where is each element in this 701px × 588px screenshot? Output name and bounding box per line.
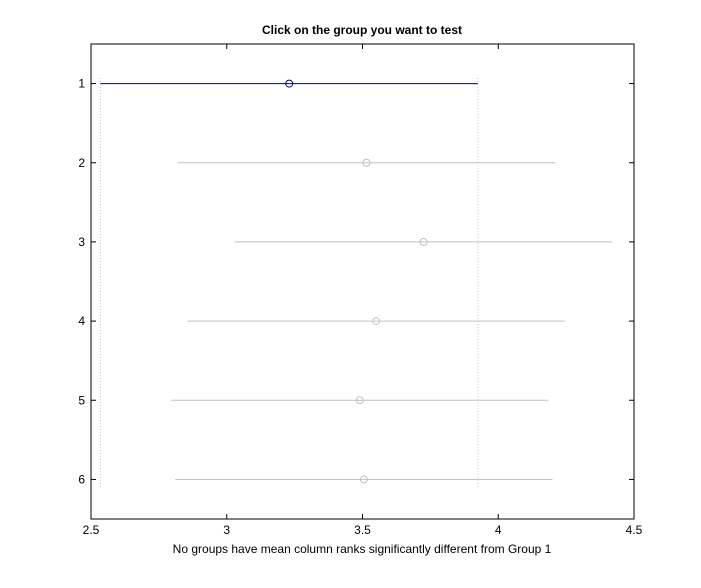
group-1-interval[interactable] bbox=[100, 79, 478, 88]
group-5-mean-marker[interactable] bbox=[355, 396, 364, 405]
axes-box bbox=[90, 43, 635, 520]
group-3-interval[interactable] bbox=[234, 237, 613, 246]
y-tick-label: 2 bbox=[78, 156, 85, 170]
group-4-interval[interactable] bbox=[187, 317, 565, 326]
y-tick-label: 5 bbox=[78, 393, 85, 407]
reference-lines bbox=[100, 78, 479, 487]
x-tick-label: 4.5 bbox=[626, 523, 643, 537]
group-4-mean-marker[interactable] bbox=[372, 317, 381, 326]
y-tick-label: 6 bbox=[78, 472, 85, 486]
chart-title: Click on the group you want to test bbox=[262, 23, 462, 37]
x-tick-label: 2.5 bbox=[83, 523, 100, 537]
group-6-interval[interactable] bbox=[175, 475, 553, 484]
y-axis-ticks: 1 2 3 4 5 6 bbox=[78, 77, 634, 486]
y-tick-label: 1 bbox=[78, 77, 85, 91]
y-tick-label: 4 bbox=[78, 314, 85, 328]
x-tick-label: 3.5 bbox=[354, 523, 371, 537]
group-1-mean-marker[interactable] bbox=[285, 79, 294, 88]
group-2-mean-marker[interactable] bbox=[362, 158, 371, 167]
group-3-mean-marker[interactable] bbox=[419, 237, 428, 246]
x-tick-label: 3 bbox=[223, 523, 230, 537]
group-6-mean-marker[interactable] bbox=[359, 475, 368, 484]
x-tick-label: 4 bbox=[495, 523, 502, 537]
group-5-interval[interactable] bbox=[171, 396, 549, 405]
group-2-interval[interactable] bbox=[177, 158, 556, 167]
x-axis-label: No groups have mean column ranks signifi… bbox=[173, 542, 552, 556]
y-tick-label: 3 bbox=[78, 235, 85, 249]
x-axis-ticks: 2.5 3 3.5 4 4.5 bbox=[83, 44, 643, 537]
comparison-intervals bbox=[100, 79, 613, 484]
